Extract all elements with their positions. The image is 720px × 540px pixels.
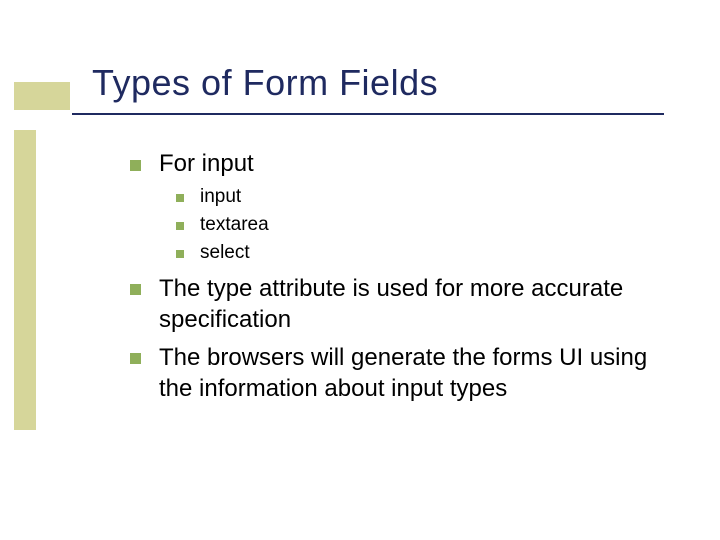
sub-bullet-item: input <box>176 186 670 208</box>
bullet-text: The browsers will generate the forms UI … <box>159 343 670 404</box>
sub-bullet-text: select <box>200 242 250 264</box>
sub-bullet-item: select <box>176 242 670 264</box>
square-bullet-icon <box>176 194 184 202</box>
body-content: For input input textarea select The type… <box>130 150 670 413</box>
sub-bullet-text: textarea <box>200 214 269 236</box>
sub-bullet-item: textarea <box>176 214 670 236</box>
bullet-item-for-input: For input <box>130 150 670 178</box>
square-bullet-icon <box>176 222 184 230</box>
square-bullet-icon <box>130 160 141 171</box>
sub-bullet-text: input <box>200 186 241 208</box>
bullet-text: For input <box>159 150 254 178</box>
accent-block-left <box>14 130 36 430</box>
bullet-item-type-attribute: The type attribute is used for more accu… <box>130 274 670 335</box>
square-bullet-icon <box>176 250 184 258</box>
bullet-item-browsers: The browsers will generate the forms UI … <box>130 343 670 404</box>
bullet-text: The type attribute is used for more accu… <box>159 274 670 335</box>
title-underline <box>72 113 664 115</box>
square-bullet-icon <box>130 353 141 364</box>
square-bullet-icon <box>130 284 141 295</box>
slide-title: Types of Form Fields <box>92 62 652 104</box>
slide: Types of Form Fields For input input tex… <box>0 0 720 540</box>
sub-list: input textarea select <box>176 186 670 264</box>
title-area: Types of Form Fields <box>92 62 652 104</box>
accent-block-top <box>14 82 70 110</box>
